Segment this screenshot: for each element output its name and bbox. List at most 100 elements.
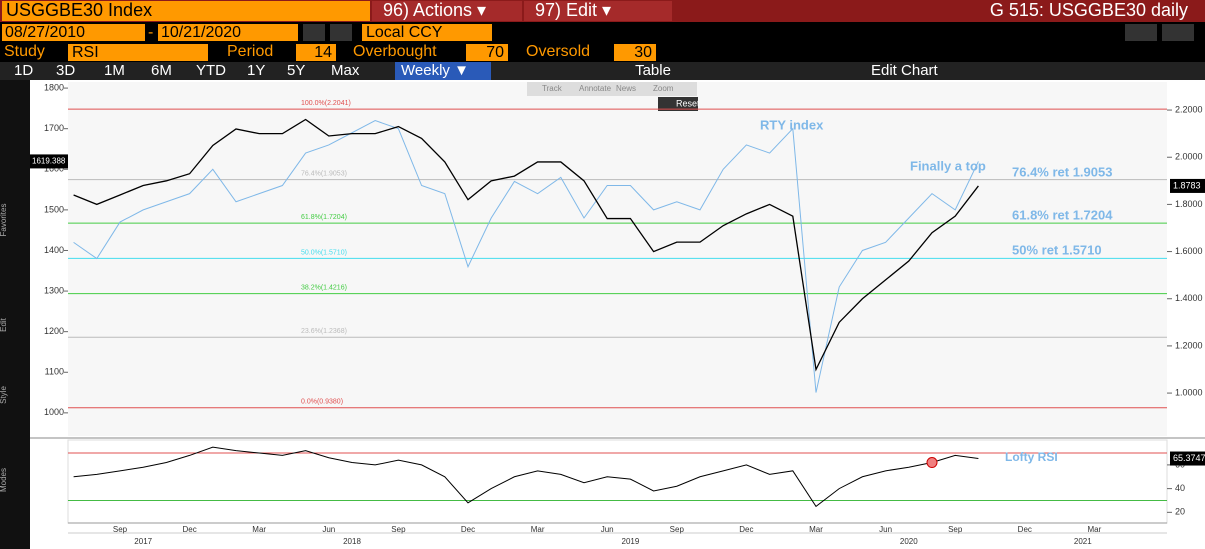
y-tick-label: 1600 <box>44 164 64 174</box>
last-value: 1619.388 <box>32 157 66 166</box>
rsi-line <box>73 446 979 508</box>
rsi-plot <box>67 439 1168 524</box>
end-date-box[interactable] <box>158 24 298 41</box>
currency: Local CCY <box>366 24 443 41</box>
tool-button[interactable]: Track <box>542 84 563 93</box>
x-tick-label: Sep <box>113 525 128 534</box>
edit-btn[interactable] <box>524 1 672 21</box>
x-tick-label: Mar <box>809 525 823 534</box>
x-tick-label: Sep <box>670 525 685 534</box>
range-bar <box>0 62 1205 80</box>
last-box <box>1170 451 1205 466</box>
frequency: Weekly ▼ <box>401 62 469 79</box>
x-tick-label: Sep <box>948 525 963 534</box>
x-tick-label: Sep <box>391 525 406 534</box>
range-tab[interactable]: 5Y <box>287 62 305 79</box>
y2-tick-label: 1.8000 <box>1175 199 1203 209</box>
last-box <box>1170 178 1205 193</box>
rsi-tick-label: 20 <box>1175 507 1185 517</box>
next-btn[interactable] <box>330 24 352 41</box>
year-label: 2017 <box>134 537 152 546</box>
fib-label: 76.4%(1.9053) <box>301 170 347 177</box>
tool-button[interactable]: Zoom <box>653 84 674 93</box>
x-tick-label: Jun <box>322 525 335 534</box>
year-label: 2021 <box>1074 537 1092 546</box>
y-tick-label: 1100 <box>45 367 64 377</box>
last-box <box>30 154 68 169</box>
x-tick-label: Dec <box>461 525 475 534</box>
start-date: 08/27/2010 <box>5 24 85 41</box>
x-tick-label: Mar <box>252 525 266 534</box>
rsi-marker <box>926 457 938 469</box>
y-tick-label: 1700 <box>44 123 64 133</box>
undo[interactable] <box>1125 24 1157 41</box>
frequency-box[interactable] <box>395 62 491 80</box>
oversold-box[interactable] <box>614 44 656 61</box>
edit-chart-btn[interactable]: Edit Chart <box>871 62 939 79</box>
annotation: 61.8% ret 1.7204 <box>1012 207 1113 222</box>
actions-btn[interactable] <box>372 1 522 21</box>
x-tick-label: Jun <box>601 525 614 534</box>
y2-tick-label: 1.2000 <box>1175 340 1203 350</box>
start-date-box[interactable] <box>2 24 145 41</box>
x-tick-label: Dec <box>182 525 196 534</box>
range-tab[interactable]: 1Y <box>247 62 265 79</box>
fib-label: 38.2%(1.4216) <box>301 284 347 291</box>
y2-tick-label: 1.4000 <box>1175 293 1203 303</box>
page-title: G 515: USGGBE30 daily <box>990 0 1188 20</box>
sidebar <box>0 80 30 549</box>
fib-label: 0.0%(0.9380) <box>301 399 343 406</box>
annotation: Lofty RSI <box>1005 450 1058 464</box>
y-tick-label: 1500 <box>44 204 64 214</box>
reset: Reset <box>676 98 700 108</box>
period: 14 <box>314 44 332 61</box>
ticker-box[interactable] <box>2 1 370 21</box>
x-tick-label: Mar <box>1088 525 1102 534</box>
study-label: Study <box>4 43 45 60</box>
series-line <box>73 118 979 372</box>
y-tick-label: 1200 <box>44 326 64 336</box>
range-tab[interactable]: Max <box>331 62 360 79</box>
range-tab[interactable]: 6M <box>151 62 172 79</box>
side-label: Favorites <box>0 204 8 237</box>
y-tick-label: 1300 <box>44 285 64 295</box>
reset-box[interactable] <box>658 97 698 111</box>
range-tab[interactable]: 3D <box>56 62 75 79</box>
oversold: 30 <box>634 44 652 61</box>
series-line <box>73 120 979 393</box>
x-tick-label: Dec <box>739 525 753 534</box>
annotation: 76.4% ret 1.9053 <box>1012 164 1112 179</box>
study-box[interactable] <box>68 44 208 61</box>
currency-box[interactable] <box>362 24 492 41</box>
y2-tick-label: 1.0000 <box>1175 387 1203 397</box>
year-label: 2018 <box>343 537 361 546</box>
range-tab[interactable]: YTD <box>196 62 226 79</box>
range-tab[interactable]: 1M <box>104 62 125 79</box>
overbought-box[interactable] <box>466 44 508 61</box>
study: RSI <box>72 44 99 61</box>
y2-tick-label: 2.0000 <box>1175 152 1203 162</box>
side-label: Edit <box>0 317 8 332</box>
oversold-label: Oversold <box>526 43 590 60</box>
tool-button[interactable]: Annotate <box>579 84 612 93</box>
redo[interactable] <box>1162 24 1194 41</box>
y2-tick-label: 2.2000 <box>1175 104 1203 114</box>
range-tab[interactable]: 1D <box>14 62 33 79</box>
annotation: Finally a top <box>910 158 986 173</box>
fib-label: 61.8%(1.7204) <box>301 214 347 221</box>
prev-btn[interactable] <box>303 24 325 41</box>
table-btn[interactable]: Table <box>635 62 671 79</box>
y-tick-label: 1800 <box>44 82 64 92</box>
actions: 96) Actions ▾ <box>383 0 486 20</box>
rsi-tick-label: 40 <box>1175 483 1185 493</box>
tool-button[interactable]: News <box>616 84 636 93</box>
last-value: 65.3747 <box>1173 453 1205 463</box>
side-label: Modes <box>0 468 8 492</box>
annotation: RTY index <box>760 117 824 132</box>
period-box[interactable] <box>296 44 336 61</box>
annotation: 50% ret 1.5710 <box>1012 242 1102 257</box>
fib-label: 23.6%(1.2368) <box>301 328 347 335</box>
side-label: Style <box>0 386 8 404</box>
